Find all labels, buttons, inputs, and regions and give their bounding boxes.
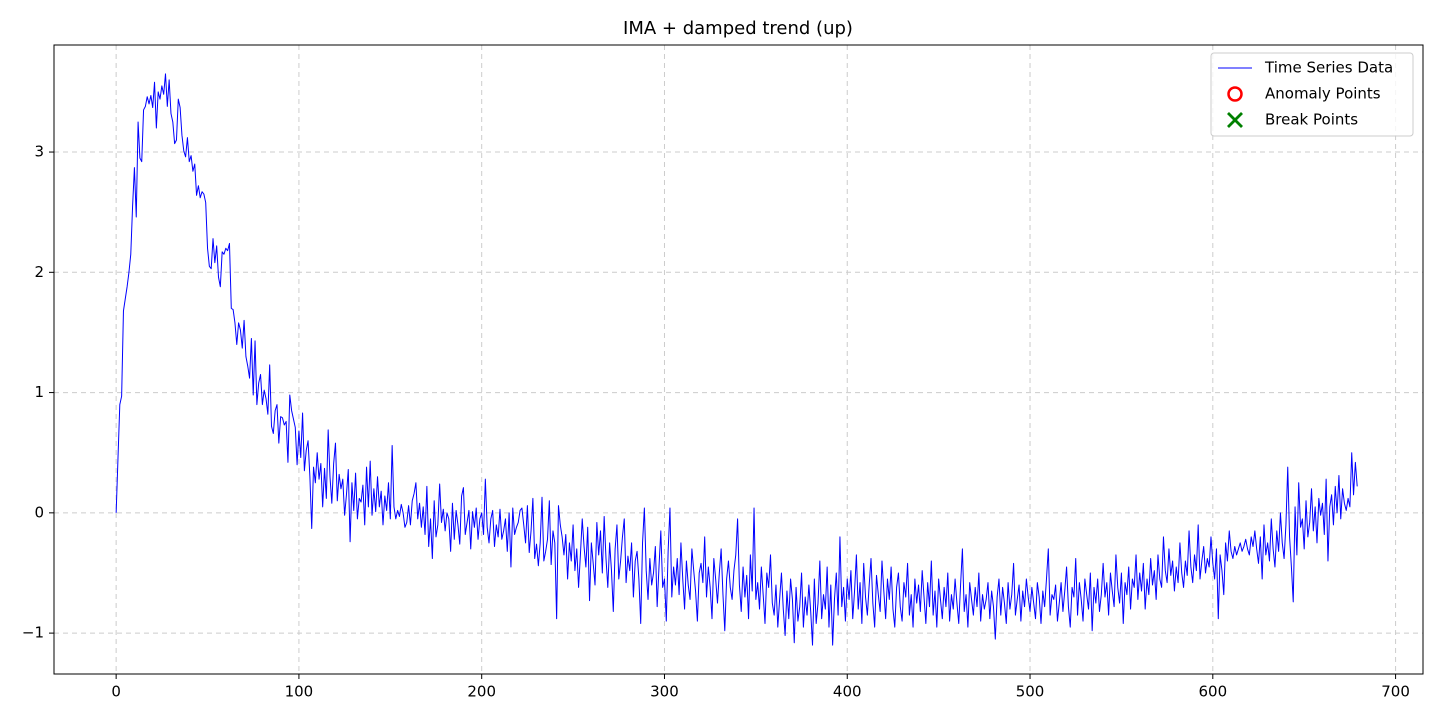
legend-marker xyxy=(1227,86,1243,102)
legend-label: Anomaly Points xyxy=(1265,85,1381,103)
y-tick-label: 2 xyxy=(34,263,44,281)
legend: Time Series Data Anomaly Points Break Poin… xyxy=(1210,52,1414,137)
x-tick-label: 100 xyxy=(285,683,314,701)
legend-box xyxy=(1210,52,1414,137)
data-line xyxy=(115,73,1358,646)
plot-frame xyxy=(53,44,1424,675)
x-tick-label: 200 xyxy=(467,683,496,701)
legend-marker xyxy=(1227,112,1243,128)
y-tick-label: −1 xyxy=(22,624,44,642)
x-tick-label: 300 xyxy=(650,683,679,701)
legend-label: Break Points xyxy=(1265,111,1358,129)
x-tick-label: 700 xyxy=(1381,683,1410,701)
y-tick-label: 1 xyxy=(34,383,44,401)
chart-title: IMA + damped trend (up) xyxy=(623,18,853,39)
x-tick-label: 600 xyxy=(1198,683,1227,701)
legend-label: Time Series Data xyxy=(1264,59,1393,77)
x-tick-label: 500 xyxy=(1016,683,1045,701)
x-tick-label: 0 xyxy=(111,683,121,701)
x-tick-label: 400 xyxy=(833,683,862,701)
y-tick-label: 0 xyxy=(34,503,44,521)
y-tick-label: 3 xyxy=(34,143,44,161)
